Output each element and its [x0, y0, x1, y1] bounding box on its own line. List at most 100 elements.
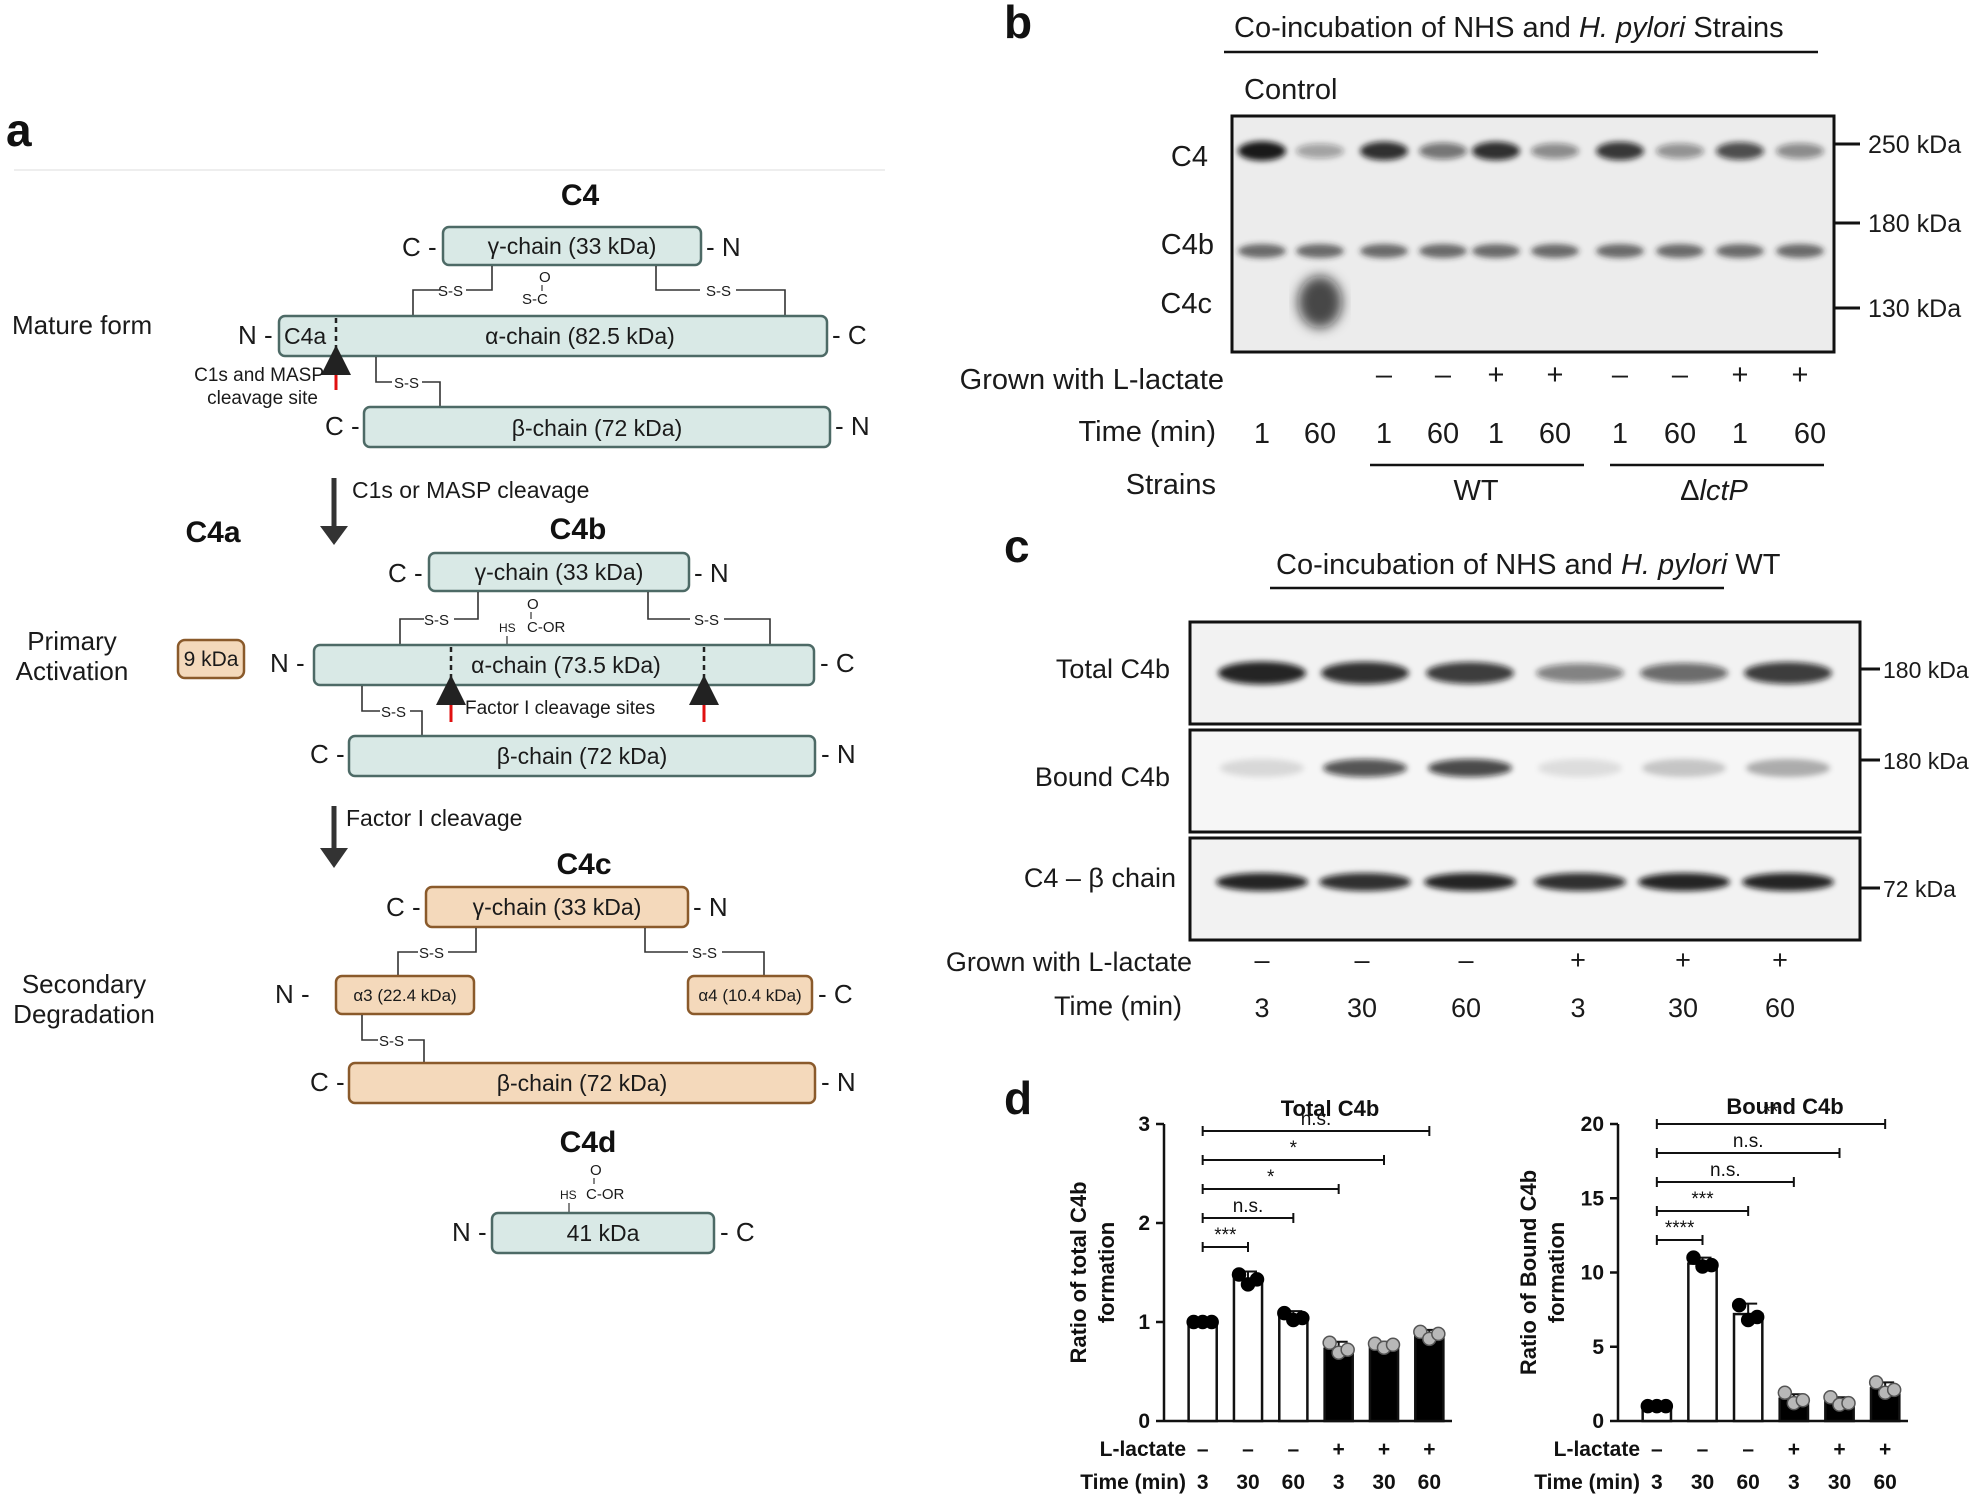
disulfide-link: [361, 1015, 378, 1041]
time-value: 1: [1612, 418, 1628, 450]
y-axis-label: formation: [1094, 1222, 1119, 1323]
c4b-title: C4b: [550, 513, 607, 546]
band-bound-c4b: [1642, 759, 1726, 777]
band-total-c4b: [1321, 661, 1409, 685]
lactate-sign: +: [1772, 945, 1788, 975]
title-pre: Co-incubation of NHS and: [1234, 12, 1579, 44]
significance-label: ***: [1691, 1189, 1714, 1210]
panel-a-label: a: [6, 104, 32, 156]
panel-d-label: d: [1004, 1072, 1032, 1124]
mutant-name: lctP: [1700, 475, 1749, 507]
beta-chain-label: β-chain (72 kDa): [497, 1070, 667, 1096]
row-lactate-label: L-lactate: [1100, 1438, 1186, 1461]
time-value: 1: [1376, 418, 1392, 450]
band-beta-chain: [1424, 873, 1516, 891]
band-c4b: [1419, 244, 1467, 258]
strain-mutant: ΔlctP: [1680, 475, 1748, 507]
time-value: 60: [1736, 1471, 1759, 1494]
lactate-sign: +: [1423, 1438, 1435, 1461]
data-point: [1777, 1385, 1793, 1401]
band-c4b: [1776, 244, 1824, 258]
ss-label: S-S: [419, 945, 444, 962]
marker-250: 250 kDa: [1868, 131, 1961, 159]
disulfide-link: [397, 951, 418, 976]
time-value: 60: [1794, 418, 1826, 450]
band-c4: [1531, 143, 1579, 159]
title-italic: H. pylori: [1621, 549, 1729, 581]
disulfide-link: [722, 951, 765, 976]
time-value: 30: [1236, 1471, 1259, 1494]
beta-n-terminal: - N: [821, 739, 856, 769]
lactate-sign: –: [1458, 945, 1473, 975]
disulfide-link: [466, 266, 493, 291]
gamma-n-terminal: - N: [694, 558, 729, 588]
lactate-row-c: – – – + + +: [1254, 945, 1787, 975]
ss-label: S-S: [424, 612, 449, 629]
data-point: [1295, 1310, 1310, 1326]
band-c4b: [1596, 244, 1644, 258]
band-total-c4b: [1536, 663, 1624, 683]
lactate-sign: –: [1254, 945, 1269, 975]
panel-c-label: c: [1004, 520, 1030, 572]
bar: [1414, 1333, 1445, 1423]
y-axis-label: formation: [1544, 1222, 1569, 1323]
band-beta-chain: [1534, 873, 1626, 891]
band-c4: [1419, 142, 1467, 160]
panel-b-label: b: [1004, 0, 1032, 48]
bar: [1323, 1347, 1354, 1423]
band-c4: [1656, 143, 1704, 159]
title-post: Strains: [1685, 12, 1783, 44]
data-point: [1749, 1309, 1765, 1325]
row-lactate-label: Grown with L-lactate: [946, 947, 1192, 977]
c4-title: C4: [561, 179, 600, 212]
row-lactate-label: L-lactate: [1554, 1438, 1640, 1461]
marker-72: 72 kDa: [1883, 876, 1956, 902]
panel-c-title: Co-incubation of NHS and H. pylori WT: [1276, 549, 1781, 581]
y-tick-label: 1: [1138, 1311, 1150, 1334]
time-value: 30: [1828, 1471, 1851, 1494]
gamma-chain-label: γ-chain (33 kDa): [473, 894, 642, 920]
band-c4b: [1472, 244, 1520, 258]
thioester-label: S-C: [522, 291, 548, 308]
data-point: [1868, 1375, 1884, 1390]
significance-label: *: [1267, 1167, 1275, 1188]
band-label-c4c: C4c: [1160, 288, 1212, 320]
significance-label: *: [1290, 1138, 1298, 1159]
ss-label: S-S: [381, 704, 406, 721]
hs-label: HS: [560, 1188, 577, 1202]
c4d-c-terminal: - C: [720, 1217, 755, 1247]
band-total-c4b: [1640, 663, 1728, 683]
y-tick-label: 0: [1592, 1410, 1604, 1433]
time-value: 60: [1427, 418, 1459, 450]
time-value: 60: [1418, 1471, 1441, 1494]
ss-label: S-S: [438, 283, 463, 300]
data-point: [1322, 1335, 1337, 1351]
data-point: [1841, 1395, 1856, 1411]
gamma-c-terminal: C -: [386, 892, 421, 922]
blot-label-bound: Bound C4b: [1035, 762, 1170, 792]
y-tick-label: 3: [1138, 1113, 1150, 1136]
a3-n-terminal: N -: [275, 979, 310, 1009]
panel-b-title: Co-incubation of NHS and H. pylori Strai…: [1234, 12, 1784, 44]
gamma-chain-box: [441, 225, 703, 267]
marker-180-bound: 180 kDa: [1883, 748, 1969, 774]
factor-note: Factor I cleavage sites: [465, 698, 655, 719]
title-post: WT: [1727, 549, 1780, 581]
y-tick-label: 5: [1592, 1336, 1604, 1359]
chart-total-c4b: Total C4b Ratio of total C4b formation 0 1 2 3…: [1066, 1096, 1452, 1494]
time-value: 3: [1570, 993, 1585, 1023]
significance-label: **: [1764, 1102, 1779, 1123]
c4d-o: O: [590, 1162, 602, 1179]
lactate-sign: –: [1287, 1438, 1299, 1461]
band-c4b: [1360, 244, 1408, 258]
time-value: 1: [1732, 418, 1748, 450]
time-value: 1: [1254, 418, 1270, 450]
row-time-label: Time (min): [1080, 1471, 1186, 1494]
significance-label: ***: [1214, 1225, 1237, 1246]
beta-chain-box: [347, 734, 817, 778]
panel-a: a C4 Mature form C - γ-chain (33 kDa) - …: [6, 104, 885, 1255]
lactate-sign: +: [1879, 1438, 1891, 1461]
beta-chain-label: β-chain (72 kDa): [512, 415, 682, 441]
data-point: [1204, 1314, 1219, 1330]
